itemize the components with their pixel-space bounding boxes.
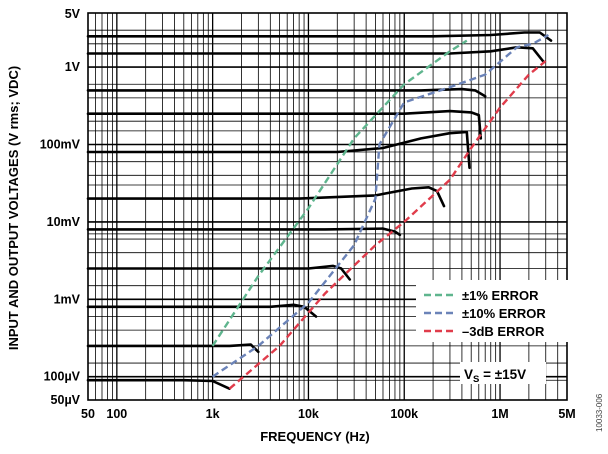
response-curve [86, 227, 402, 237]
response-curve [86, 264, 352, 281]
legend-label-3db: –3dB ERROR [462, 324, 545, 339]
response-curve [86, 343, 260, 354]
x-tick-label: 1k [206, 407, 220, 421]
x-tick-label: 5M [558, 407, 575, 421]
series-layer [211, 33, 549, 390]
response-curve [86, 186, 446, 208]
y-tick-label: 5V [65, 7, 81, 21]
x-tick-label: 100 [106, 407, 127, 421]
supply-annotation: VS = ±15V [460, 362, 546, 385]
error-series-line [211, 33, 549, 378]
x-tick-label: 50 [81, 407, 95, 421]
legend: ±1% ERROR ±10% ERROR –3dB ERROR [416, 280, 568, 342]
response-curve [86, 130, 471, 170]
y-tick-label: 100µV [44, 370, 81, 384]
supply-voltage-prefix: V [464, 367, 473, 382]
supply-voltage-label: VS = ±15V [464, 367, 526, 385]
response-curve [86, 303, 318, 318]
curve-layer [86, 31, 553, 390]
supply-voltage-value: = ±15V [479, 367, 526, 382]
supply-annotation-box [460, 362, 546, 384]
legend-label-1pct: ±1% ERROR [462, 288, 539, 303]
response-curve [86, 46, 545, 63]
y-tick-label: 1mV [54, 292, 81, 306]
y-tick-label: 10mV [47, 215, 81, 229]
error-series-line [228, 60, 547, 390]
error-series-line [211, 39, 468, 347]
figure-id: 10033-006 [595, 393, 604, 432]
x-tick-label: 100k [390, 407, 418, 421]
tick-labels: 50 100 1k 10k 100k 1M 5M 5V 1V 100mV 10mV 1mV 100µV 5… [40, 7, 576, 421]
x-tick-label: 1M [491, 407, 508, 421]
y-tick-label: 50µV [51, 393, 81, 407]
response-curve [86, 87, 487, 98]
y-tick-label: 100mV [40, 138, 81, 152]
legend-label-10pct: ±10% ERROR [462, 306, 546, 321]
x-axis-title: FREQUENCY (Hz) [260, 429, 370, 444]
plot-area-border [87, 12, 568, 401]
x-tick-label: 10k [298, 407, 319, 421]
response-curve [86, 31, 553, 42]
y-axis-title: INPUT AND OUTPUT VOLTAGES (V rms; VDC) [6, 66, 21, 350]
y-tick-label: 1V [65, 60, 81, 74]
supply-voltage-subscript: S [473, 374, 479, 385]
response-curve [86, 378, 231, 390]
response-curve [86, 109, 483, 140]
